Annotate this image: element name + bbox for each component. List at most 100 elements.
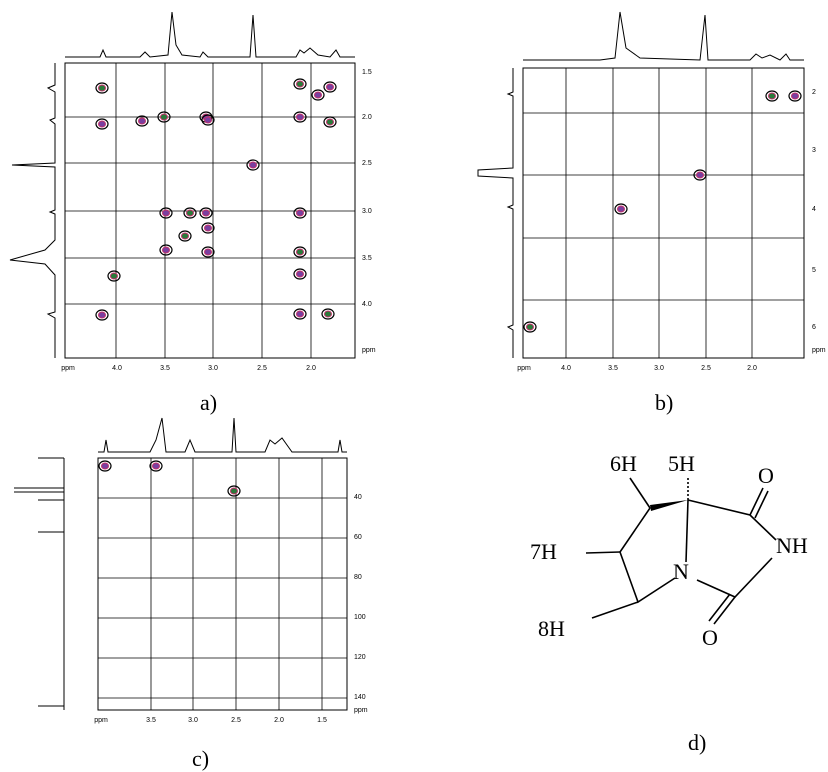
contour [138, 117, 146, 125]
contour [614, 203, 628, 215]
atom-label: N [673, 559, 689, 584]
molecule [585, 477, 777, 625]
wedge-bond [650, 500, 688, 511]
contour [227, 485, 241, 497]
y-tick-label: 40 [354, 494, 362, 501]
contour [204, 224, 212, 232]
contour [157, 111, 171, 123]
contour [98, 460, 112, 472]
y-tick-label: 140 [354, 694, 366, 701]
contour [326, 118, 334, 126]
x-tick-label: 3.0 [208, 365, 218, 372]
x-tick-label: 1.5 [317, 717, 327, 724]
plot-frame [522, 67, 805, 359]
y-tick-label: 6 [812, 324, 816, 331]
x-tick-label: 3.5 [608, 365, 618, 372]
contour [162, 246, 170, 254]
projection [523, 11, 804, 61]
double-bond [708, 593, 736, 625]
contour [791, 92, 799, 100]
contour [135, 115, 149, 127]
contour [98, 120, 106, 128]
y-tick-label: 120 [354, 654, 366, 661]
panel-b [477, 11, 805, 359]
x-tick-label: 2.0 [274, 717, 284, 724]
contour [293, 78, 307, 90]
y-tick-label: 5 [812, 267, 816, 274]
contour [314, 91, 322, 99]
projection [14, 457, 65, 710]
x-tick-label: ppm [517, 365, 531, 372]
contour [110, 272, 118, 280]
contour [768, 92, 776, 100]
x-tick-label: 4.0 [112, 365, 122, 372]
x-tick-label: 2.0 [747, 365, 757, 372]
contour [296, 80, 304, 88]
contour [293, 207, 307, 219]
atom-label: 7H [530, 539, 557, 564]
contour [788, 90, 802, 102]
contour [693, 169, 707, 181]
contour [201, 222, 215, 234]
y-tick-label: 4.0 [362, 301, 372, 308]
contour [95, 118, 109, 130]
y-tick-label: ppm [812, 347, 826, 354]
contour [296, 209, 304, 217]
y-tick-label: 3.5 [362, 255, 372, 262]
x-tick-label: ppm [94, 717, 108, 724]
x-tick-label: 3.5 [160, 365, 170, 372]
contour [98, 84, 106, 92]
panel-label: d) [688, 730, 706, 755]
y-tick-label: 80 [354, 574, 362, 581]
contour [160, 113, 168, 121]
bond [629, 477, 651, 509]
contour [293, 111, 307, 123]
plot-frame [97, 457, 348, 711]
panel-label: b) [655, 390, 673, 415]
x-tick-label: 4.0 [561, 365, 571, 372]
contour [162, 209, 170, 217]
y-tick-label: 2.5 [362, 160, 372, 167]
contour [296, 248, 304, 256]
y-tick-label: 3 [812, 147, 816, 154]
contour [296, 113, 304, 121]
contour [311, 89, 325, 101]
contour [323, 81, 337, 93]
panel-c [14, 417, 348, 711]
x-tick-label: 3.0 [188, 717, 198, 724]
contour [293, 246, 307, 258]
x-tick-label: 2.5 [701, 365, 711, 372]
contour [201, 114, 215, 126]
panel-a [9, 11, 356, 359]
y-tick-label: 3.0 [362, 208, 372, 215]
contour [159, 244, 173, 256]
contour [152, 462, 160, 470]
projection [477, 68, 514, 358]
atom-label: O [758, 463, 774, 488]
contour [159, 207, 173, 219]
contour [199, 207, 213, 219]
contour [183, 207, 197, 219]
y-tick-label: 4 [812, 206, 816, 213]
contour [293, 268, 307, 280]
y-tick-label: ppm [354, 707, 368, 714]
contour [249, 161, 257, 169]
atom-label: 8H [538, 616, 565, 641]
atom-label: NH [776, 533, 808, 558]
contour [230, 487, 238, 495]
bond [687, 499, 777, 598]
contour [95, 309, 109, 321]
contour [202, 209, 210, 217]
contour [107, 270, 121, 282]
contour [186, 209, 194, 217]
x-tick-label: 2.5 [257, 365, 267, 372]
x-tick-label: 3.0 [654, 365, 664, 372]
contour [523, 321, 537, 333]
panel-label: a) [200, 390, 217, 415]
contour [617, 205, 625, 213]
projection [65, 11, 355, 58]
contour [293, 308, 307, 320]
contour [149, 460, 163, 472]
projection [9, 63, 56, 358]
y-tick-label: 60 [354, 534, 362, 541]
